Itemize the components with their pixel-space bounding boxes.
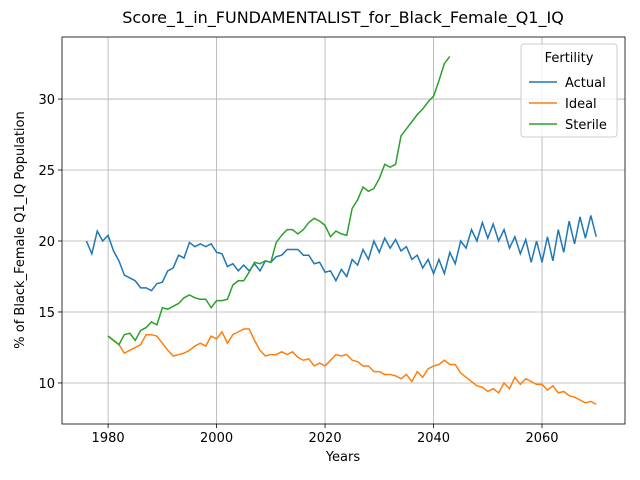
y-tick-label: 10	[38, 377, 55, 392]
y-tick-label: 20	[38, 235, 55, 250]
chart-title: Score_1_in_FUNDAMENTALIST_for_Black_Fema…	[122, 8, 564, 28]
y-tick-label: 25	[38, 164, 55, 179]
y-axis-label: % of Black_Female Q1_IQ Population	[13, 111, 28, 348]
legend-label: Sterile	[565, 118, 607, 133]
legend-title: Fertility	[545, 51, 594, 66]
y-tick-label: 30	[38, 93, 55, 108]
y-tick-label: 15	[38, 306, 55, 321]
x-axis-label: Years	[325, 450, 361, 465]
legend-box	[520, 43, 618, 138]
x-tick-label: 2020	[309, 431, 342, 446]
series-line	[85, 215, 597, 292]
x-tick-label: 2040	[417, 431, 450, 446]
x-tick-label: 2000	[200, 431, 233, 446]
legend-label: Actual	[565, 76, 606, 91]
plot-frame	[61, 36, 626, 425]
x-tick-label: 2060	[525, 431, 558, 446]
series-line	[107, 328, 597, 405]
legend: Fertility Actual Ideal Sterile	[520, 43, 618, 138]
legend-label: Ideal	[565, 97, 597, 112]
series-line	[107, 55, 451, 346]
x-tick-label: 1980	[92, 431, 125, 446]
